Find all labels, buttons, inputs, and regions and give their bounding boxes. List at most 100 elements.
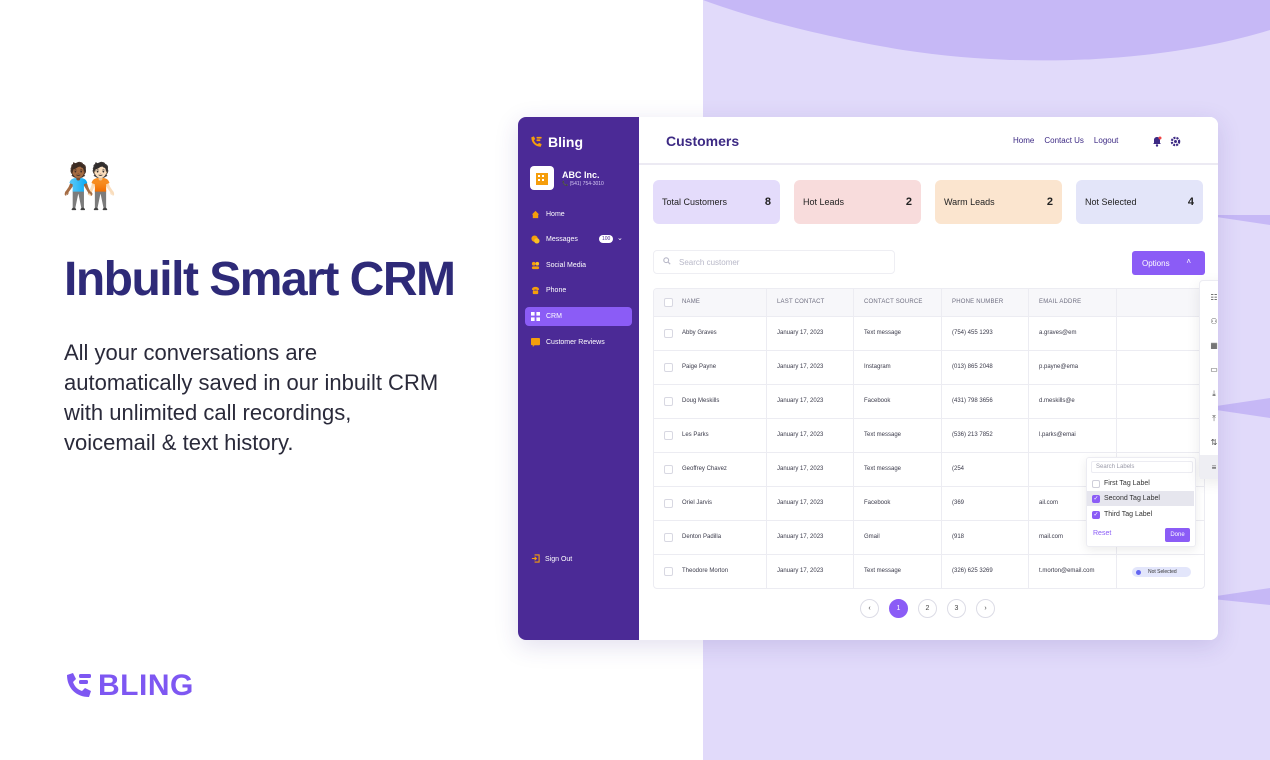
sidebar-item-customer-reviews[interactable]: Customer Reviews xyxy=(525,333,632,352)
cell-phone: (536) 213 7852 xyxy=(952,432,993,438)
column-contact-source[interactable]: CONTACT SOURCE xyxy=(864,299,923,305)
card-warm-leads[interactable]: Warm Leads 2 xyxy=(935,180,1062,224)
prev-page-button[interactable]: ‹ xyxy=(860,599,879,618)
cell-phone: (254 xyxy=(952,466,965,472)
tag-search-input[interactable]: Search Labels xyxy=(1091,461,1193,473)
column-phone-number[interactable]: PHONE NUMBER xyxy=(952,299,1004,305)
cell-source: Text message xyxy=(864,432,902,438)
row-checkbox[interactable] xyxy=(664,397,673,406)
row-checkbox[interactable] xyxy=(664,567,673,576)
menu-item[interactable]: ▭Add calendar link xyxy=(1200,358,1218,382)
sidebar-item-messages[interactable]: Messages 100 ⌄ xyxy=(525,230,632,249)
upload-icon: ⤒ xyxy=(1212,413,1216,423)
sort-icon: ⇅ xyxy=(1210,438,1218,448)
pagination: ‹ 1 2 3 › xyxy=(860,599,995,618)
tag-option-first[interactable]: First Tag Label xyxy=(1087,476,1194,491)
status-badge[interactable]: Not Selected xyxy=(1132,567,1191,577)
top-icons xyxy=(1152,134,1181,152)
row-checkbox[interactable] xyxy=(664,465,673,474)
top-link-logout[interactable]: Logout xyxy=(1093,136,1119,145)
tag-option-third[interactable]: ✓ Third Tag Label xyxy=(1092,510,1153,519)
done-button[interactable]: Done xyxy=(1165,528,1190,542)
page-1-button[interactable]: 1 xyxy=(889,599,908,618)
app-brand-name: Bling xyxy=(548,134,583,150)
people-icon xyxy=(531,261,540,270)
tag-label-dropdown: Search Labels First Tag Label ✓ Second Ta… xyxy=(1086,457,1196,547)
column-email[interactable]: EMAIL ADDRE xyxy=(1039,299,1082,305)
cell-phone: (369 xyxy=(952,500,965,506)
company-name: ABC Inc. xyxy=(562,170,600,180)
top-link-contact-us[interactable]: Contact Us xyxy=(1044,136,1084,145)
menu-item[interactable]: ☷Switch to pipeline view xyxy=(1200,285,1218,309)
column-divider xyxy=(853,289,854,588)
cell-date: January 17, 2023 xyxy=(777,364,824,370)
tag-option-second[interactable]: ✓ Second Tag Label xyxy=(1087,491,1194,506)
gear-icon[interactable] xyxy=(1170,134,1181,152)
company-info[interactable]: ABC Inc. 📞 (541) 754-3010 xyxy=(530,166,604,190)
cell-phone: (013) 865 2048 xyxy=(952,364,993,370)
people-holding-hands-emoji: 🧑🏾‍🤝‍🧑🏻 xyxy=(62,162,117,211)
search-input[interactable]: Search customer xyxy=(653,250,895,274)
sidebar-item-home[interactable]: Home xyxy=(525,205,632,224)
column-divider xyxy=(1028,289,1029,588)
menu-item[interactable]: ⇅Sort by xyxy=(1200,431,1218,455)
table-row[interactable]: Doug Meskills January 17, 2023 Facebook (43… xyxy=(654,385,1204,419)
cell-date: January 17, 2023 xyxy=(777,432,824,438)
table-row[interactable]: Geoffrey Chavez January 17, 2023 Text mess… xyxy=(654,453,1204,487)
bell-icon[interactable] xyxy=(1152,134,1162,152)
row-checkbox[interactable] xyxy=(664,533,673,542)
checkbox-unchecked[interactable] xyxy=(1092,479,1100,488)
bling-logo[interactable]: BLING xyxy=(64,669,194,702)
sidebar-item-crm[interactable]: CRM xyxy=(525,307,632,326)
page-2-button[interactable]: 2 xyxy=(918,599,937,618)
cell-source: Facebook xyxy=(864,500,891,506)
app-brand[interactable]: Bling xyxy=(530,134,583,150)
status-label: Not Selected xyxy=(1148,569,1177,575)
card-total-customers[interactable]: Total Customers 8 xyxy=(653,180,780,224)
cell-name: Abby Graves xyxy=(682,330,717,336)
cell-phone: (431) 798 3656 xyxy=(952,398,993,404)
menu-item[interactable]: ≡Advanced Filters xyxy=(1200,455,1218,480)
table-row[interactable]: Les Parks January 17, 2023 Text message (53… xyxy=(654,419,1204,453)
search-icon xyxy=(663,257,671,267)
checkbox-checked[interactable]: ✓ xyxy=(1092,510,1100,519)
card-hot-leads[interactable]: Hot Leads 2 xyxy=(794,180,921,224)
card-not-selected[interactable]: Not Selected 4 xyxy=(1076,180,1203,224)
page-3-button[interactable]: 3 xyxy=(947,599,966,618)
hero-description: All your conversations are automatically… xyxy=(64,340,439,455)
sign-out-button[interactable]: Sign Out xyxy=(531,554,572,565)
add-user-icon: ⚇ xyxy=(1210,316,1218,326)
next-page-button[interactable]: › xyxy=(976,599,995,618)
select-all-checkbox[interactable] xyxy=(664,298,673,307)
options-menu: ☷Switch to pipeline view⚇Add new contact… xyxy=(1199,280,1218,480)
row-checkbox[interactable] xyxy=(664,431,673,440)
row-checkbox[interactable] xyxy=(664,499,673,508)
cell-email: l.parks@emai xyxy=(1039,432,1076,438)
column-name[interactable]: NAME xyxy=(682,299,701,305)
hero-headline: Inbuilt Smart CRM xyxy=(64,253,456,306)
menu-item[interactable]: ⚇Add new contact xyxy=(1200,309,1218,333)
menu-item[interactable]: ⤒Upload file xyxy=(1200,407,1218,431)
row-checkbox[interactable] xyxy=(664,363,673,372)
table-row[interactable]: Paige Payne January 17, 2023 Instagram (013… xyxy=(654,351,1204,385)
top-link-home[interactable]: Home xyxy=(1013,136,1035,145)
cell-name: Theodore Morton xyxy=(682,568,729,574)
download-icon: ⤓ xyxy=(1212,389,1216,399)
table-row[interactable]: Theodore Morton January 17, 2023 Text mess… xyxy=(654,555,1204,588)
table-header: NAME LAST CONTACT CONTACT SOURCE PHONE N… xyxy=(654,289,1204,317)
table-row[interactable]: Abby Graves January 17, 2023 Text message (… xyxy=(654,317,1204,351)
sidebar-item-phone[interactable]: Phone xyxy=(525,281,632,300)
cell-date: January 17, 2023 xyxy=(777,568,824,574)
checkbox-checked[interactable]: ✓ xyxy=(1092,494,1100,503)
sidebar-item-social-media[interactable]: Social Media xyxy=(525,256,632,275)
row-checkbox[interactable] xyxy=(664,329,673,338)
column-last-contact[interactable]: LAST CONTACT xyxy=(777,299,825,305)
main-content: Customers Home Contact Us Logout Total C… xyxy=(639,117,1218,640)
reset-button[interactable]: Reset xyxy=(1093,530,1112,537)
cell-source: Text message xyxy=(864,466,902,472)
cell-email: p.payne@ema xyxy=(1039,364,1079,370)
menu-item[interactable]: ▦Add custom fields xyxy=(1200,334,1218,358)
options-button[interactable]: Options ˄ xyxy=(1132,251,1205,275)
column-divider xyxy=(941,289,942,588)
